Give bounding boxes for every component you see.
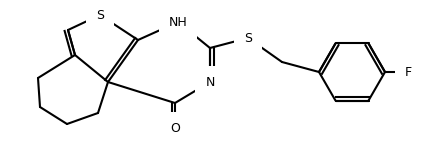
Text: S: S bbox=[96, 8, 104, 21]
Text: N: N bbox=[205, 75, 215, 89]
Text: S: S bbox=[244, 32, 252, 45]
Text: O: O bbox=[170, 122, 180, 135]
Text: F: F bbox=[405, 66, 412, 78]
Text: NH: NH bbox=[169, 16, 187, 29]
